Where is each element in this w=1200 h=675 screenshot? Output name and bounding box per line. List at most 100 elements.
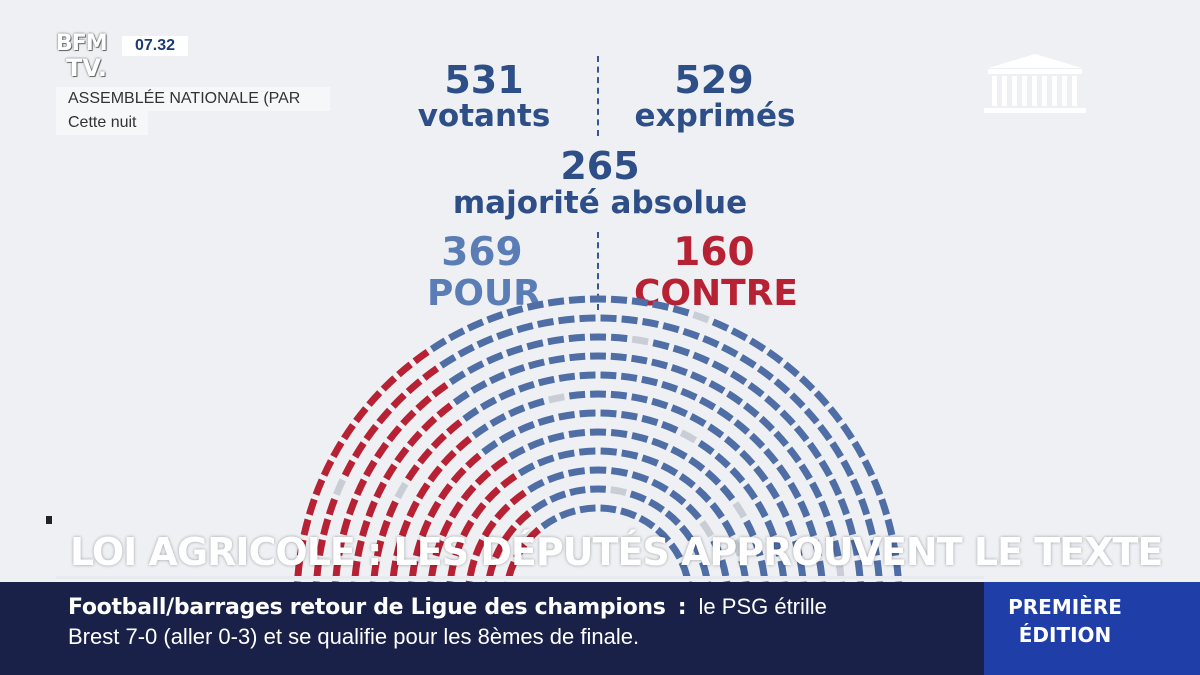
hemicycle-seat [697, 440, 715, 455]
hemicycle-seat [466, 318, 485, 332]
hemicycle-seat [641, 414, 659, 427]
hemicycle-seat [385, 500, 399, 518]
headline-underline [56, 576, 984, 579]
hemicycle-seat [786, 446, 802, 464]
hemicycle-seat [312, 478, 326, 496]
hemicycle-seat [341, 423, 356, 441]
hemicycle-seat [771, 539, 784, 557]
exprimes-count: 529 [674, 58, 754, 102]
hemicycle-seat [731, 539, 744, 557]
hemicycle-seat [619, 507, 638, 520]
hemicycle-seat [704, 469, 722, 486]
hemicycle-seat [620, 372, 638, 382]
hemicycle-seat [471, 502, 487, 520]
edition-line-1: PREMIÈRE [1008, 595, 1122, 619]
hemicycle-seat [546, 471, 565, 484]
hemicycle-seat [335, 538, 346, 556]
hemicycle-seat [353, 478, 368, 497]
ticker-separator: : [677, 595, 687, 620]
hemicycle-seat [486, 351, 504, 365]
hemicycle-seat [320, 518, 332, 536]
hemicycle-seat [783, 361, 800, 378]
hemicycle-seat [373, 539, 385, 557]
hemicycle-seat [809, 481, 823, 499]
hemicycle-seat [600, 504, 617, 514]
hemicycle-seat [390, 392, 407, 409]
hemicycle-seat [610, 295, 628, 304]
hemicycle-seat [669, 489, 687, 506]
hemicycle-seat [366, 390, 383, 407]
hemicycle-seat [610, 467, 629, 477]
hemicycle-seat [460, 519, 475, 538]
hemicycle-seat [452, 390, 470, 406]
hemicycle-seat [466, 360, 485, 375]
hemicycle-seat [438, 483, 453, 501]
hemicycle-seat [558, 372, 576, 382]
hemicycle-seat [429, 337, 448, 353]
hemicycle-seat [412, 349, 430, 365]
hemicycle-seat [330, 440, 345, 459]
hemicycle-seat [567, 467, 586, 477]
hemicycle-seat [494, 503, 511, 521]
hemicycle-seat [498, 429, 517, 444]
hemicycle-seat [439, 354, 457, 369]
hemicycle-seat [508, 364, 526, 376]
hemicycle-seat [685, 503, 702, 521]
hemicycle-seat [431, 382, 449, 398]
hemicycle-seat [393, 539, 405, 557]
hemicycle-seat [660, 462, 679, 477]
hemicycle-seat [621, 315, 638, 325]
hemicycle-seat [558, 411, 576, 421]
hemicycle-seat [460, 484, 477, 502]
hemicycle-seat [651, 397, 669, 410]
hemicycle-seat [714, 452, 731, 469]
hemicycle-seat [818, 459, 833, 478]
hemicycle-seat [537, 414, 555, 427]
hemicycle-seat [383, 463, 398, 481]
hemicycle-seat [631, 471, 650, 484]
hemicycle-seat [840, 423, 855, 441]
hemicycle-seat [631, 393, 649, 404]
hemicycle-seat [641, 318, 660, 328]
hemicycle-seat [373, 481, 387, 499]
hemicycle-seat [797, 500, 811, 518]
ticker-line-1-rest: le PSG étrille [698, 594, 827, 619]
hemicycle-seat [695, 486, 712, 503]
hemicycle-seat [600, 409, 617, 418]
hemicycle-seat [547, 393, 565, 404]
hemicycle-seat [527, 397, 545, 410]
hemicycle-seat [359, 519, 371, 538]
hemicycle-seat [670, 364, 688, 376]
hemicycle-seat [753, 465, 769, 483]
hemicycle-seat [496, 327, 514, 340]
hemicycle-seat [568, 333, 586, 343]
hemicycle-seat [679, 524, 695, 542]
exprimes-label: exprimés [634, 98, 796, 134]
hemicycle-seat [721, 343, 739, 358]
hemicycle-seat [448, 501, 464, 519]
hemicycle-seat [363, 424, 379, 442]
hemicycle-seat [500, 473, 518, 489]
hemicycle-seat [739, 354, 757, 369]
hemicycle-seat [844, 518, 857, 536]
hemicycle-seat [548, 354, 566, 365]
hemicycle-seat [568, 295, 586, 304]
hemicycle-seat [405, 464, 420, 482]
ticker-topic: Football/barrages retour de Ligue des ch… [68, 595, 666, 620]
hemicycle-seat [764, 395, 781, 412]
hemicycle-seat [651, 358, 669, 370]
hemicycle-seat [412, 539, 425, 557]
hemicycle-seat [600, 447, 618, 456]
hemicycle-seat [568, 429, 586, 438]
hemicycle-seat [405, 378, 423, 395]
hemicycle-seat [861, 459, 876, 477]
hemicycle-seat [858, 498, 871, 516]
hemicycle-seat [690, 541, 704, 559]
hemicycle-seat [486, 311, 504, 324]
hemicycle-seat [568, 390, 586, 400]
hemicycle-seat [652, 300, 670, 311]
hemicycle-seat [481, 440, 499, 455]
hemicycle-seat [793, 425, 810, 443]
hemicycle-seat [688, 456, 706, 472]
